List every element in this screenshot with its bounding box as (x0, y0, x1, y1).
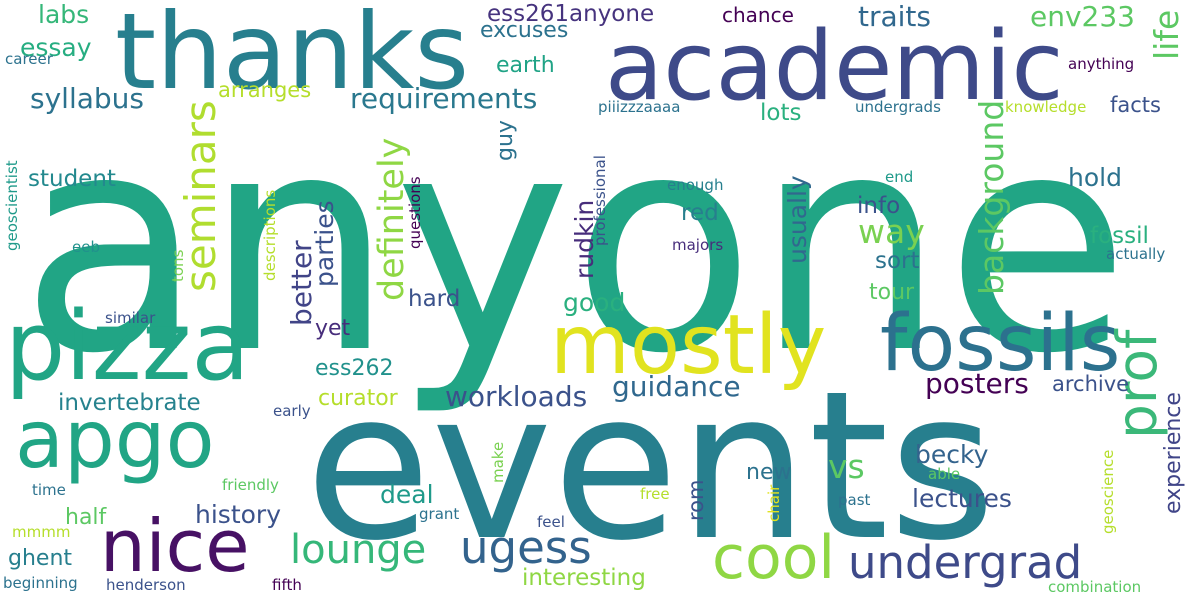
word-fossil: fossil (1090, 223, 1149, 249)
word-sort: sort (875, 248, 920, 274)
word-excuses: excuses (480, 18, 569, 43)
word-history: history (195, 500, 281, 529)
word-essay: essay (20, 33, 92, 62)
word-env233: env233 (1030, 0, 1135, 33)
word-undergrad: undergrad (848, 536, 1083, 589)
word-anything: anything (1068, 55, 1135, 73)
word-student: student (28, 166, 116, 192)
word-lounge: lounge (290, 527, 427, 573)
word-career: career (5, 50, 53, 68)
word-background: background (972, 100, 1011, 296)
word-tour: tour (869, 280, 915, 305)
word-descriptions: descriptions (261, 190, 279, 282)
word-ghent: ghent (8, 546, 73, 571)
word-traits: traits (858, 0, 931, 33)
word-facts: facts (1110, 93, 1161, 117)
word-beginning: beginning (3, 574, 78, 592)
word-enough: enough (667, 176, 724, 194)
word-rom: rom (684, 480, 708, 522)
word-actually: actually (1106, 245, 1166, 263)
word-experience: experience (1161, 392, 1186, 514)
word-lectures: lectures (912, 484, 1012, 513)
word-labs: labs (38, 0, 90, 29)
word-mostly: mostly (550, 298, 827, 393)
word-thanks: thanks (115, 0, 470, 113)
word-guy: guy (493, 120, 518, 161)
word-feel: feel (537, 513, 565, 531)
word-fifth: fifth (272, 576, 302, 594)
word-nice: nice (100, 504, 250, 588)
word-professional: professional (591, 155, 609, 246)
word-requirements: requirements (350, 82, 538, 115)
word-lots: lots (760, 100, 802, 126)
word-hold: hold (1068, 163, 1122, 192)
word-cool: cool (712, 523, 836, 593)
word-chance: chance (722, 3, 794, 27)
word-good: good (563, 288, 626, 317)
word-piiizzzaaaa: piiizzzaaaa (598, 98, 681, 116)
word-syllabus: syllabus (30, 82, 144, 115)
word-make: make (489, 442, 507, 484)
word-geoscientist: geoscientist (3, 160, 21, 251)
word-invertebrate: invertebrate (58, 390, 201, 416)
word-combination: combination (1048, 578, 1142, 596)
word-vs: vs (828, 447, 865, 486)
word-red: red (681, 200, 719, 226)
word-chair: chair (765, 485, 783, 523)
word-undergrads: undergrads (855, 98, 941, 116)
word-past: past (838, 491, 871, 509)
word-way: way (858, 212, 925, 251)
word-henderson: henderson (106, 576, 186, 594)
word-grant: grant (419, 505, 460, 523)
word-majors: majors (672, 236, 724, 254)
word-geoscience: geoscience (1099, 450, 1117, 535)
word-early: early (273, 402, 311, 420)
word-free: free (640, 485, 670, 503)
word-definitely: definitely (372, 138, 412, 302)
word-questions: questions (406, 176, 424, 249)
word-ess262: ess262 (315, 356, 394, 381)
word-academic: academic (605, 12, 1064, 122)
word-arranges: arranges (218, 78, 312, 102)
word-mmmm: mmmm (12, 523, 71, 541)
word-able: able (928, 465, 961, 483)
word-becky: becky (915, 440, 989, 469)
word-earth: earth (496, 53, 555, 78)
word-new: new (746, 460, 792, 485)
word-life: life (1147, 10, 1186, 61)
word-friendly: friendly (222, 476, 279, 494)
word-yet: yet (315, 316, 351, 341)
word-fossils: fossils (880, 299, 1121, 389)
word-apgo: apgo (15, 393, 215, 486)
word-pizza: pizza (5, 292, 250, 402)
word-hard: hard (408, 286, 461, 312)
word-interesting: interesting (522, 565, 646, 591)
word-events: events (305, 348, 996, 586)
word-parties: parties (310, 200, 339, 287)
word-deal: deal (380, 480, 434, 509)
word-knowledge: knowledge (1005, 98, 1087, 116)
word-tons: tons (169, 250, 187, 283)
word-curator: curator (318, 386, 398, 411)
word-ugess: ugess (460, 521, 592, 574)
word-info: info (857, 193, 901, 219)
word-eeb: eeb (72, 238, 100, 256)
word-workloads: workloads (445, 380, 588, 413)
word-archive: archive (1052, 372, 1130, 396)
word-end: end (885, 168, 914, 186)
word-half: half (65, 505, 107, 530)
word-guidance: guidance (612, 370, 741, 403)
word-similar: similar (105, 309, 156, 327)
word-posters: posters (925, 367, 1029, 400)
word-usually: usually (783, 175, 812, 264)
word-anyone: anyone (20, 70, 1130, 419)
word-ess261anyone: ess261anyone (487, 1, 655, 27)
word-time: time (32, 481, 66, 499)
